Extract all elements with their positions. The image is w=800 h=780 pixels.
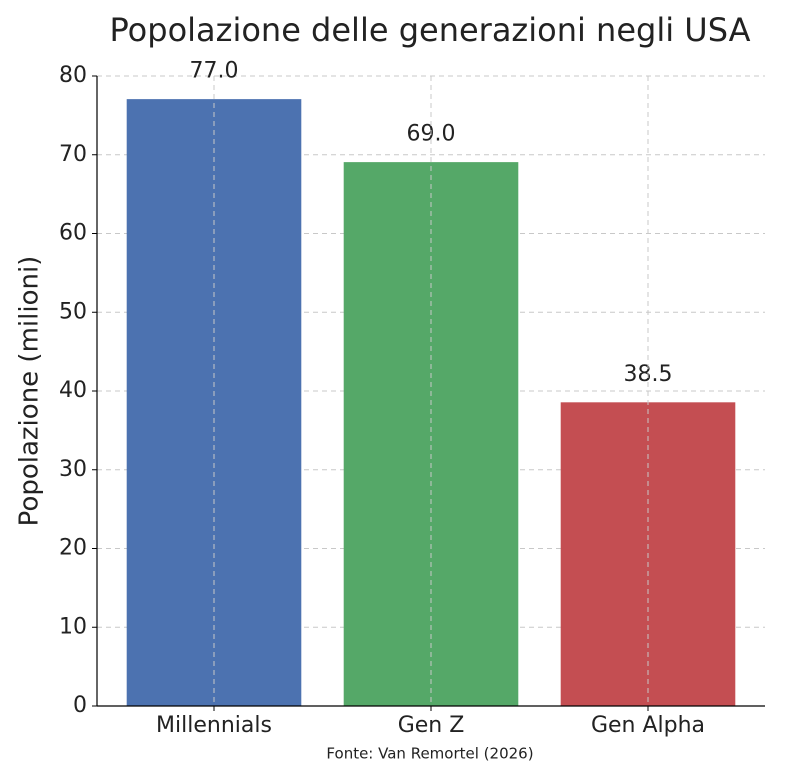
y-axis-label: Popolazione (milioni) — [15, 256, 45, 527]
y-tick-label: 10 — [59, 614, 87, 639]
y-tick-label: 60 — [59, 221, 87, 246]
source-note: Fonte: Van Remortel (2026) — [326, 745, 533, 763]
x-tick-label: Millennials — [156, 713, 272, 738]
bar — [343, 162, 519, 707]
x-tick-label: Gen Z — [398, 713, 465, 738]
y-tick-label: 20 — [59, 536, 87, 561]
y-tick-label: 70 — [59, 142, 87, 167]
y-tick-label: 50 — [59, 299, 87, 324]
y-tick-label: 0 — [73, 693, 87, 718]
x-tick-label: Gen Alpha — [591, 713, 705, 738]
y-tick-label: 40 — [59, 378, 87, 403]
chart-title: Popolazione delle generazioni negli USA — [110, 11, 751, 49]
y-tick-label: 80 — [59, 63, 87, 88]
y-tick-label: 30 — [59, 457, 87, 482]
